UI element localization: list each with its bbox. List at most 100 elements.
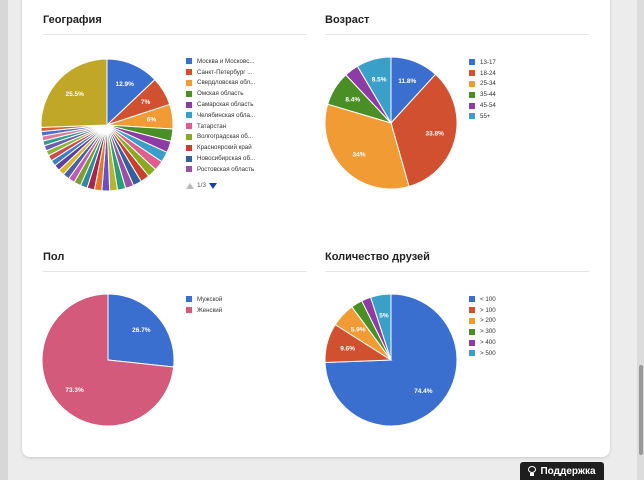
legend-swatch — [469, 350, 475, 357]
legend-item[interactable]: Красноярский край — [186, 142, 255, 153]
legend-swatch — [186, 123, 192, 130]
legend-item[interactable]: Санкт-Петербург ... — [186, 67, 255, 78]
legend-item[interactable]: 45-54 — [469, 100, 496, 111]
legend-label: Волгоградская об... — [197, 133, 253, 141]
geography-title: География — [43, 14, 307, 35]
friends-pie-chart: 74.4% 9.6% 5.9% 5% — [324, 293, 458, 427]
gender-legend: Мужской Женский — [186, 294, 222, 316]
legend-item[interactable]: 25-34 — [469, 79, 496, 90]
pie-slice[interactable] — [41, 293, 175, 427]
legend-swatch — [469, 328, 475, 335]
legend-item[interactable]: > 500 — [469, 348, 496, 359]
pie-slice[interactable] — [324, 293, 458, 427]
age-title: Возраст — [325, 14, 589, 35]
legend-item[interactable]: Омская область — [186, 88, 255, 99]
friends-legend: < 100 > 100 > 200 > 300 > 400 > 500 — [469, 294, 496, 359]
legend-item[interactable]: 35-44 — [469, 89, 496, 100]
legend-label: < 100 — [480, 295, 496, 303]
legend-swatch — [186, 133, 192, 140]
legend-label: > 200 — [480, 317, 496, 325]
legend-swatch — [186, 166, 192, 173]
legend-swatch — [469, 339, 475, 346]
legend-swatch — [186, 69, 192, 76]
pie-slice-label: 74.4% — [414, 388, 433, 395]
pie-slice-label: 7% — [141, 99, 151, 106]
legend-swatch — [469, 113, 475, 120]
geography-legend: Москва и Московс... Санкт-Петербург ... Св… — [186, 56, 255, 175]
pie-slice[interactable] — [107, 293, 175, 368]
pie-slice-label: 9.6% — [340, 345, 355, 352]
legend-label: > 300 — [480, 328, 496, 336]
legend-item[interactable]: Самарская область — [186, 99, 255, 110]
legend-swatch — [469, 59, 475, 66]
legend-label: Женский — [197, 306, 223, 314]
legend-item[interactable]: Челябинская обла... — [186, 110, 255, 121]
legend-label: Самарская область — [197, 101, 254, 109]
legend-item[interactable]: > 200 — [469, 316, 496, 327]
pager-next-icon[interactable] — [209, 182, 218, 189]
legend-label: > 500 — [480, 349, 496, 357]
legend-swatch — [186, 112, 192, 119]
pie-slice[interactable] — [369, 293, 392, 361]
legend-label: > 100 — [480, 306, 496, 314]
pie-slice-label: 5% — [379, 313, 389, 320]
legend-item[interactable]: < 100 — [469, 294, 496, 305]
age-section: Возраст — [325, 14, 589, 35]
pie-slice-label: 26.7% — [132, 327, 151, 334]
legend-item[interactable]: Волгоградская об... — [186, 132, 255, 143]
pie-slice[interactable] — [390, 73, 458, 188]
gender-section: Пол — [43, 251, 307, 272]
geography-section: География — [43, 14, 307, 35]
pie-slice-label: 73.3% — [65, 387, 84, 394]
legend-label: Ростовская область — [197, 165, 255, 173]
legend-label: 13-17 — [480, 58, 496, 66]
legend-label: 45-54 — [480, 102, 496, 110]
legend-label: Красноярский край — [197, 144, 252, 152]
legend-swatch — [186, 79, 192, 86]
scrollbar-thumb[interactable] — [639, 365, 643, 455]
window-scrollbar[interactable] — [637, 0, 644, 480]
pie-slice-label: 8.4% — [345, 96, 360, 103]
legend-swatch — [186, 307, 192, 314]
age-pie-chart: 11.8% 33.8% 34% 8.4% 8.5% — [324, 56, 458, 190]
legend-swatch — [186, 90, 192, 97]
age-legend: 13-17 18-24 25-34 35-44 45-54 55+ — [469, 57, 496, 122]
legend-item[interactable]: Женский — [186, 305, 222, 316]
pager-prev-icon[interactable] — [186, 182, 194, 189]
legend-swatch — [469, 317, 475, 324]
pager-text: 1/3 — [197, 182, 207, 189]
legend-item[interactable]: > 400 — [469, 337, 496, 348]
legend-item[interactable]: 55+ — [469, 111, 496, 122]
legend-item[interactable]: Новосибирская об... — [186, 153, 255, 164]
legend-item[interactable]: Свердловская обл... — [186, 78, 255, 89]
legend-label: Омская область — [197, 90, 244, 98]
friends-title: Количество друзей — [325, 251, 589, 272]
legend-swatch — [186, 155, 192, 162]
legend-item[interactable]: Мужской — [186, 294, 222, 305]
legend-item[interactable]: Татарстан — [186, 121, 255, 132]
legend-label: Санкт-Петербург ... — [197, 68, 253, 76]
pie-slice[interactable] — [324, 103, 410, 190]
legend-label: Свердловская обл... — [197, 79, 256, 87]
legend-item[interactable]: > 300 — [469, 326, 496, 337]
legend-label: 25-34 — [480, 80, 496, 88]
legend-swatch — [469, 91, 475, 98]
geography-pager: 1/3 — [186, 182, 218, 189]
pie-slice-label: 25.5% — [65, 91, 84, 98]
gender-title: Пол — [43, 251, 307, 272]
support-button[interactable]: Поддержка — [520, 462, 604, 480]
legend-item[interactable]: 13-17 — [469, 57, 496, 68]
legend-item[interactable]: > 100 — [469, 305, 496, 316]
legend-item[interactable]: 18-24 — [469, 68, 496, 79]
legend-label: Новосибирская об... — [197, 155, 256, 163]
pie-slice[interactable] — [40, 58, 108, 128]
legend-label: 18-24 — [480, 69, 496, 77]
legend-label: > 400 — [480, 339, 496, 347]
legend-swatch — [469, 102, 475, 109]
pie-slice[interactable] — [356, 56, 392, 125]
legend-label: 35-44 — [480, 91, 496, 99]
lightbulb-icon — [528, 466, 537, 476]
pie-slice-label: 12.9% — [116, 81, 135, 88]
legend-item[interactable]: Москва и Московс... — [186, 56, 255, 67]
legend-item[interactable]: Ростовская область — [186, 164, 255, 175]
